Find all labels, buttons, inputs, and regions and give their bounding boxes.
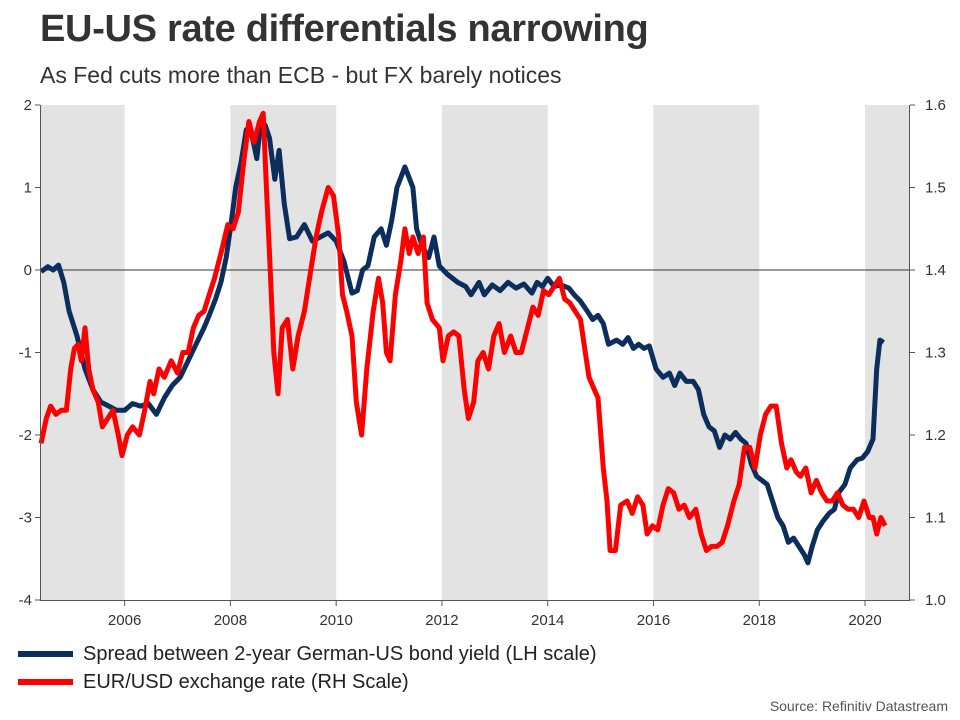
y-right-tick-label: 1.2 (925, 427, 946, 444)
legend-swatch-spread (18, 651, 73, 657)
x-tick-label: 2016 (637, 612, 670, 629)
legend-label-spread: Spread between 2-year German-US bond yie… (83, 642, 597, 665)
legend-item-spread: Spread between 2-year German-US bond yie… (18, 640, 597, 668)
shaded-band-4 (865, 105, 910, 600)
shaded-bands (40, 105, 910, 600)
x-tick-label: 2008 (214, 612, 247, 629)
y-left-tick-label: 0 (24, 262, 32, 279)
y-right-tick-label: 1.6 (925, 97, 946, 114)
y-left-tick-label: -3 (19, 510, 32, 527)
y-left-tick-label: -1 (19, 345, 32, 362)
y-left-tick-label: 1 (24, 180, 32, 197)
x-tick-label: 2018 (743, 612, 776, 629)
shaded-band-3 (653, 105, 760, 600)
y-right-tick-label: 1.3 (925, 345, 946, 362)
y-right-tick-label: 1.1 (925, 510, 946, 527)
axes: 2006 2008 2010 2012 2014 2016 2018 2020 2 1 0 -1 -2 -… (19, 97, 946, 629)
chart-subtitle: As Fed cuts more than ECB - but FX barel… (40, 62, 562, 88)
x-tick-label: 2012 (425, 612, 458, 629)
y-right-tick-label: 1.5 (925, 180, 946, 197)
chart-area: 2006 2008 2010 2012 2014 2016 2018 2020 2 1 0 -1 -2 -… (19, 97, 946, 629)
legend-label-eurusd: EUR/USD exchange rate (RH Scale) (83, 670, 409, 693)
shaded-band-2 (441, 105, 548, 600)
legend-swatch-eurusd (18, 679, 73, 685)
y-right-tick-label: 1.0 (925, 592, 946, 609)
x-tick-label: 2014 (531, 612, 564, 629)
x-tick-label: 2010 (319, 612, 352, 629)
x-tick-label: 2020 (848, 612, 881, 629)
legend: Spread between 2-year German-US bond yie… (18, 640, 597, 696)
series-line-spread (39, 117, 885, 566)
y-right-tick-label: 1.4 (925, 262, 946, 279)
x-tick-label: 2006 (108, 612, 141, 629)
y-left-tick-label: -4 (19, 592, 32, 609)
source-note: Source: Refinitiv Datastream (769, 698, 948, 714)
chart-title: EU-US rate differentials narrowing (40, 8, 649, 50)
legend-item-eurusd: EUR/USD exchange rate (RH Scale) (18, 668, 597, 696)
series-line-eurusd (38, 110, 888, 553)
series-group (38, 110, 888, 566)
y-left-tick-label: -2 (19, 427, 32, 444)
y-left-tick-label: 2 (24, 97, 32, 114)
